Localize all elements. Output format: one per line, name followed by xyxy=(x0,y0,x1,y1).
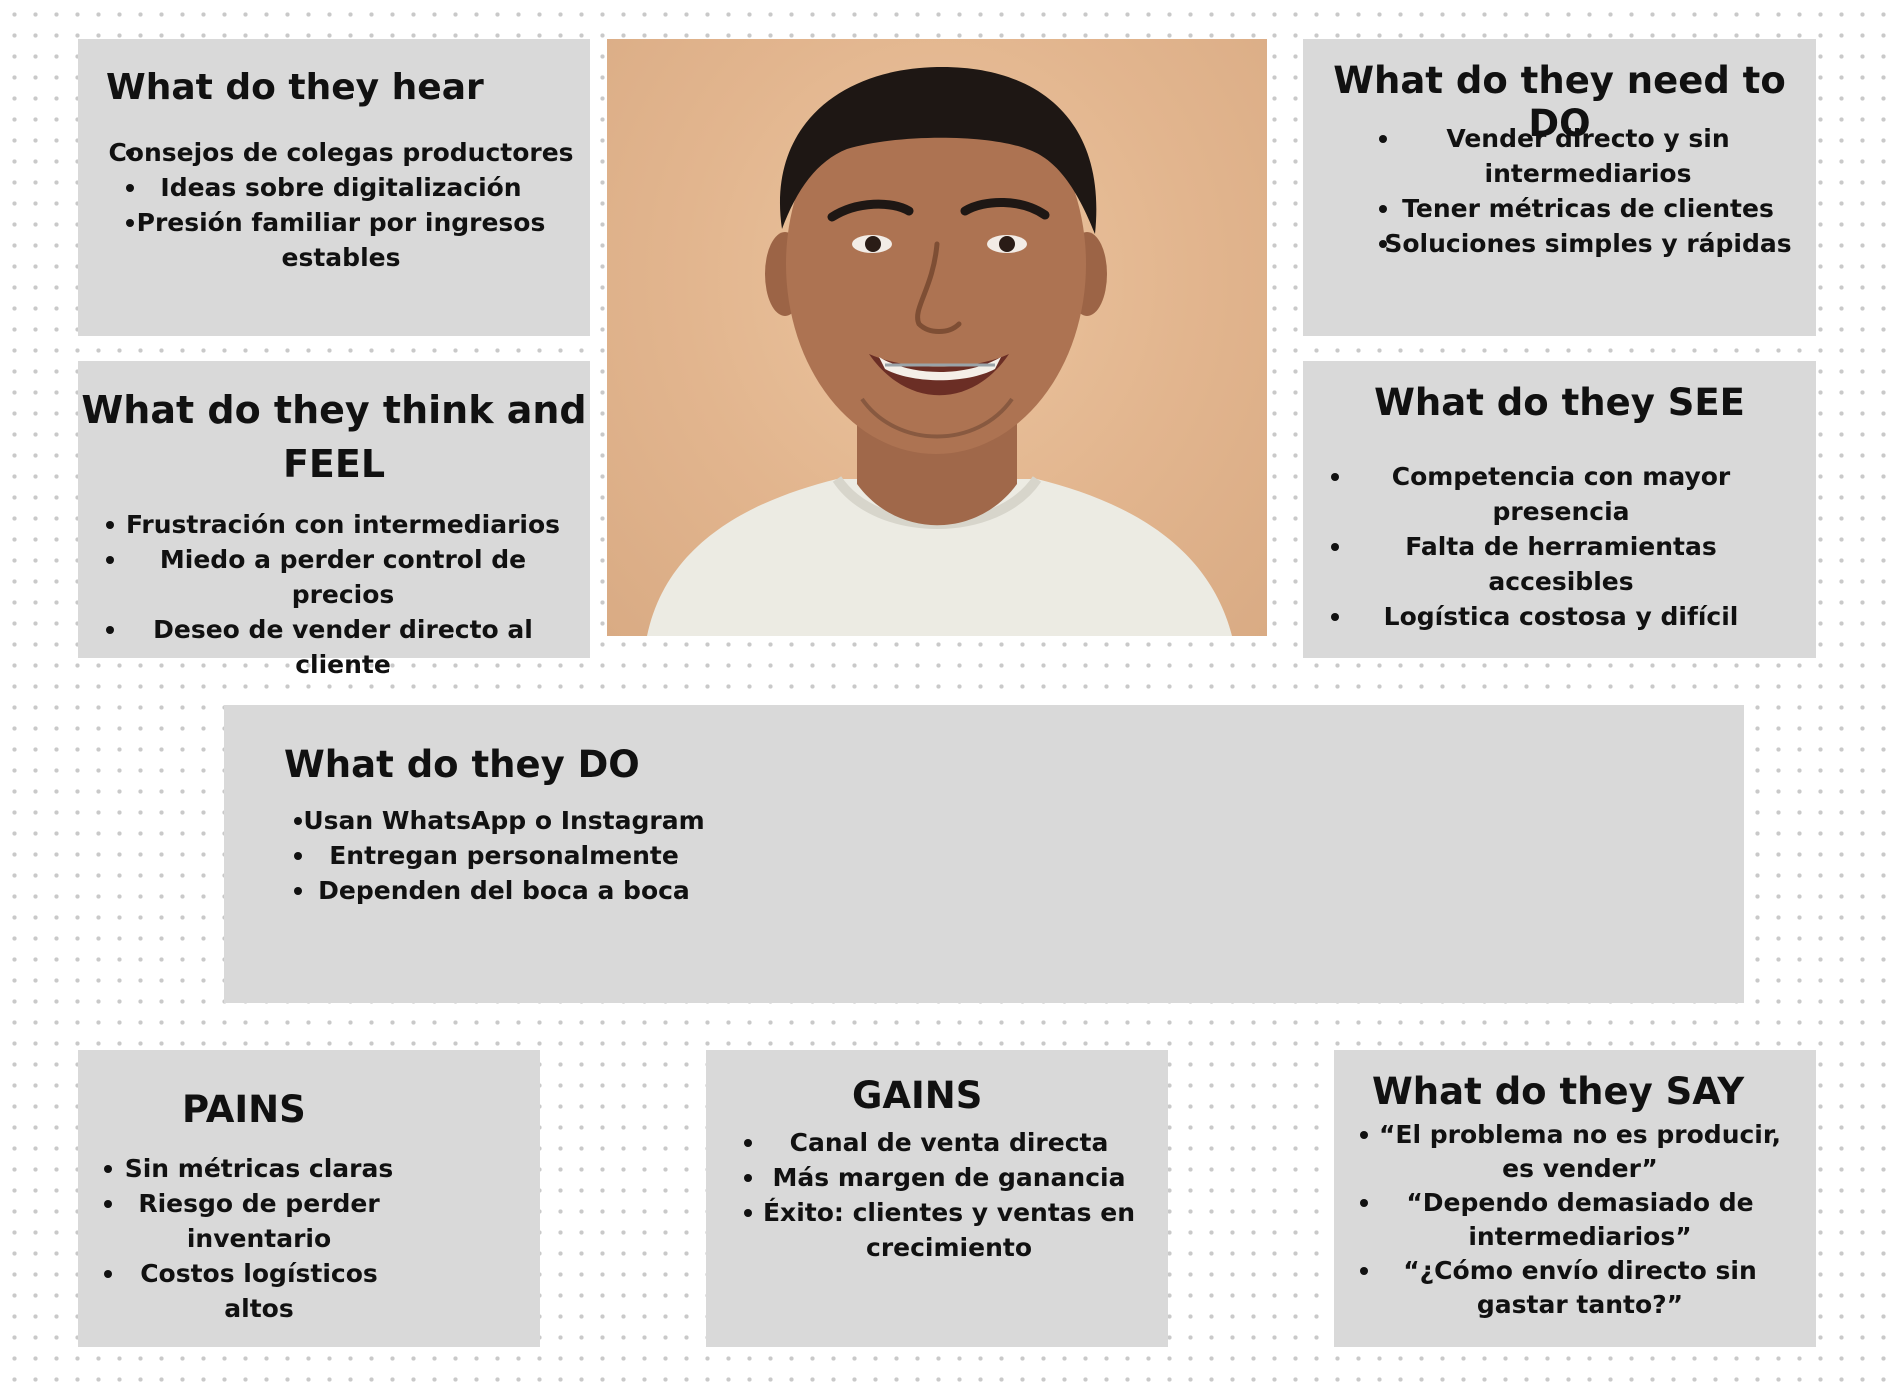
list-item: Competencia con mayor presencia xyxy=(1331,459,1791,529)
list-item: “¿Cómo envío directo sin gastar tanto?” xyxy=(1360,1254,1800,1322)
list-item: Usan WhatsApp o Instagram xyxy=(294,803,714,838)
list-item: Riesgo de perder inventario xyxy=(104,1186,414,1256)
list-item: Más margen de ganancia xyxy=(744,1160,1154,1195)
pains-list: Sin métricas claras Riesgo de perder inv… xyxy=(104,1151,414,1326)
pains-card: PAINS Sin métricas claras Riesgo de perd… xyxy=(78,1050,540,1347)
list-item: Soluciones simples y rápidas xyxy=(1373,226,1803,261)
persona-photo xyxy=(607,39,1267,636)
list-item: Costos logísticos altos xyxy=(104,1256,414,1326)
list-item: Falta de herramientas accesibles xyxy=(1331,529,1791,599)
list-item: Deseo de vender directo al cliente xyxy=(106,612,580,682)
list-item: Dependen del boca a boca xyxy=(294,873,714,908)
think-feel-list: Frustración con intermediarios Miedo a p… xyxy=(106,507,580,682)
say-list: “El problema no es producir, es vender” … xyxy=(1360,1118,1800,1322)
gains-card: GAINS Canal de venta directa Más margen … xyxy=(706,1050,1168,1347)
list-item: “Dependo demasiado de intermediarios” xyxy=(1360,1186,1800,1254)
gains-title: GAINS xyxy=(852,1074,982,1117)
see-card: What do they SEE Competencia con mayor p… xyxy=(1303,361,1816,658)
list-item: Éxito: clientes y ventas en crecimiento xyxy=(744,1195,1154,1265)
think-feel-title: What do they think and FEEL xyxy=(78,383,590,491)
see-title: What do they SEE xyxy=(1303,381,1816,424)
gains-list: Canal de venta directa Más margen de gan… xyxy=(744,1125,1154,1265)
list-item: Frustración con intermediarios xyxy=(106,507,580,542)
say-title: What do they SAY xyxy=(1372,1070,1744,1113)
say-card: What do they SAY “El problema no es prod… xyxy=(1334,1050,1816,1347)
pains-title: PAINS xyxy=(182,1088,306,1131)
do-card: What do they DO Usan WhatsApp o Instagra… xyxy=(224,705,1744,1003)
list-item: Presión familiar por ingresos estables xyxy=(106,205,576,275)
list-item: Ideas sobre digitalización xyxy=(106,170,576,205)
do-title: What do they DO xyxy=(284,743,640,786)
see-list: Competencia con mayor presencia Falta de… xyxy=(1331,459,1791,634)
hear-list: Consejos de colegas productores Ideas so… xyxy=(106,135,576,275)
list-item: Vender directo y sin intermediarios xyxy=(1373,121,1803,191)
persona-portrait-image xyxy=(607,39,1267,636)
list-item: Entregan personalmente xyxy=(294,838,714,873)
think-feel-card: What do they think and FEEL Frustración … xyxy=(78,361,590,658)
hear-card: What do they hear Consejos de colegas pr… xyxy=(78,39,590,336)
list-item: Miedo a perder control de precios xyxy=(106,542,580,612)
need-to-do-card: What do they need to DO Vender directo y… xyxy=(1303,39,1816,336)
list-item: Tener métricas de clientes xyxy=(1373,191,1803,226)
do-list: Usan WhatsApp o Instagram Entregan perso… xyxy=(294,803,714,908)
hear-title: What do they hear xyxy=(106,67,484,108)
list-item: Consejos de colegas productores xyxy=(106,135,576,170)
list-item: Logística costosa y difícil xyxy=(1331,599,1791,634)
list-item: “El problema no es producir, es vender” xyxy=(1360,1118,1800,1186)
need-to-do-list: Vender directo y sin intermediarios Tene… xyxy=(1373,121,1803,261)
list-item: Sin métricas claras xyxy=(104,1151,414,1186)
list-item: Canal de venta directa xyxy=(744,1125,1154,1160)
